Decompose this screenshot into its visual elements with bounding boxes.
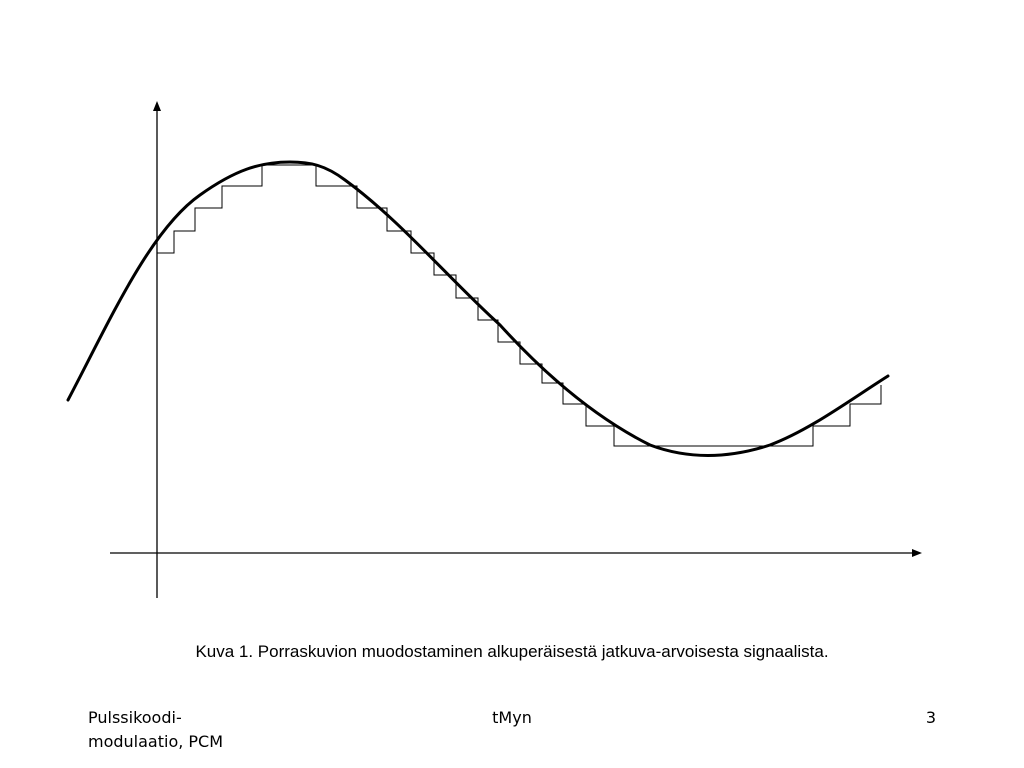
pcm-staircase-diagram	[66, 101, 922, 598]
axes	[110, 101, 922, 598]
page-number: 3	[925, 708, 936, 727]
x-axis-arrow-icon	[912, 549, 922, 557]
figure-caption: Kuva 1. Porraskuvion muodostaminen alkup…	[195, 642, 829, 661]
quantized-staircase	[157, 164, 882, 447]
footer-title-line1: Pulssikoodi-	[88, 708, 182, 727]
footer-title-line2: modulaatio, PCM	[88, 732, 224, 751]
footer-title: Pulssikoodi- modulaatio, PCM	[88, 706, 288, 754]
continuous-signal	[66, 160, 890, 457]
footer-author: tMyn	[492, 708, 532, 727]
y-axis-arrow-icon	[153, 101, 161, 111]
